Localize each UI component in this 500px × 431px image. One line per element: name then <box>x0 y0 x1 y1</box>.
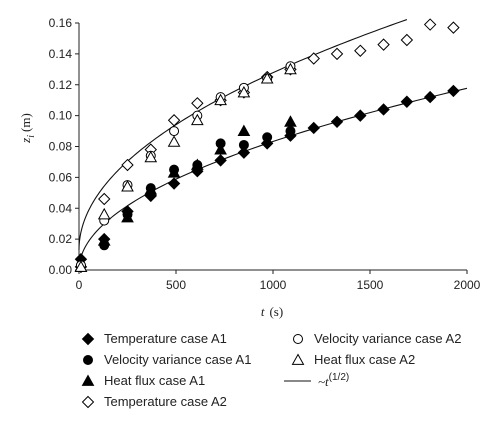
data-point <box>144 183 158 195</box>
data-point <box>121 210 134 223</box>
legend-item: Velocity variance case A2 <box>293 331 461 346</box>
data-point <box>307 121 320 135</box>
data-point <box>238 139 249 150</box>
data-point <box>285 126 296 137</box>
legend-label: Temperature case A1 <box>104 331 227 346</box>
legend-marker <box>291 353 305 365</box>
data-point <box>284 62 297 75</box>
x-tick-label: 2000 <box>454 278 481 292</box>
data-point <box>354 44 367 57</box>
data-point <box>97 207 111 220</box>
data-point <box>191 97 204 110</box>
y-tick-label: 0.02 <box>49 232 73 246</box>
data-point <box>447 84 460 98</box>
legend-item: ~t(1/2) <box>284 372 349 389</box>
ticks: 0.00 0.02 0.04 0.06 0.08 0.10 0.12 0.14 0.16 0 500… <box>49 16 481 292</box>
data-point <box>190 158 204 170</box>
data-point <box>400 33 414 47</box>
fit-lines <box>78 19 468 271</box>
y-tick-label: 0.08 <box>49 140 73 154</box>
data-point <box>169 126 180 137</box>
y-tick-label: 0.06 <box>49 170 73 184</box>
data-point <box>214 143 227 155</box>
legend-marker <box>81 374 95 386</box>
legend-marker <box>293 334 303 344</box>
data-point <box>423 90 437 104</box>
legend: Temperature case A1 Velocity variance cas… <box>81 331 461 409</box>
y-tick-label: 0.04 <box>49 201 73 215</box>
legend-label: Velocity variance case A1 <box>104 352 251 367</box>
data-point <box>284 115 297 127</box>
data-point <box>330 115 344 129</box>
legend-marker <box>81 395 95 409</box>
data-point <box>237 146 251 159</box>
legend-label: ~t(1/2) <box>318 372 349 389</box>
data-points <box>74 18 460 274</box>
legend-label: Velocity variance case A2 <box>314 331 461 346</box>
data-point <box>377 103 390 116</box>
fit-curve-1 <box>78 87 468 271</box>
y-axis-title: zi(m) <box>18 113 37 144</box>
y-tick-label: 0.14 <box>49 47 73 61</box>
y-tick-label: 0.10 <box>49 109 73 123</box>
data-point <box>121 180 134 192</box>
y-tick-label: 0.12 <box>49 78 73 92</box>
data-point <box>237 85 251 98</box>
legend-label: Heat flux case A2 <box>314 352 415 367</box>
data-point <box>167 135 181 147</box>
legend-item: Heat flux case A1 <box>81 373 205 388</box>
data-point <box>307 52 320 65</box>
data-point <box>167 166 181 178</box>
axes <box>78 23 467 271</box>
fit-curve-2 <box>78 19 408 250</box>
data-point <box>214 93 227 106</box>
data-point <box>97 234 111 246</box>
legend-label: Temperature case A2 <box>104 394 227 409</box>
data-point <box>74 260 88 272</box>
data-point <box>167 114 181 127</box>
data-point <box>423 18 437 31</box>
legend-label: Heat flux case A1 <box>104 373 205 388</box>
legend-item: Temperature case A2 <box>81 394 227 409</box>
data-point <box>262 132 273 143</box>
x-axis-title: t (s) <box>261 304 283 319</box>
legend-item: Temperature case A1 <box>81 331 227 346</box>
data-point <box>144 150 158 163</box>
data-point <box>400 95 414 108</box>
x-tick-label: 500 <box>166 278 186 292</box>
legend-item: Velocity variance case A1 <box>83 352 251 367</box>
data-point <box>121 158 134 172</box>
data-point <box>330 47 344 61</box>
x-tick-label: 1000 <box>260 278 287 292</box>
x-tick-label: 0 <box>76 278 83 292</box>
data-point <box>98 192 111 206</box>
data-point <box>167 177 181 190</box>
data-point <box>214 154 227 167</box>
series-6 <box>74 62 297 272</box>
data-point <box>377 38 390 51</box>
data-point <box>354 109 367 122</box>
data-point <box>260 72 274 84</box>
data-point <box>237 124 251 136</box>
legend-marker <box>81 332 95 346</box>
x-tick-label: 1500 <box>357 278 384 292</box>
legend-item: Heat flux case A2 <box>291 352 415 367</box>
y-tick-label: 0.00 <box>49 263 73 277</box>
legend-marker <box>83 355 93 365</box>
data-point <box>447 21 460 34</box>
series-1 <box>74 84 460 266</box>
y-tick-label: 0.16 <box>49 16 73 30</box>
data-point <box>190 113 204 126</box>
